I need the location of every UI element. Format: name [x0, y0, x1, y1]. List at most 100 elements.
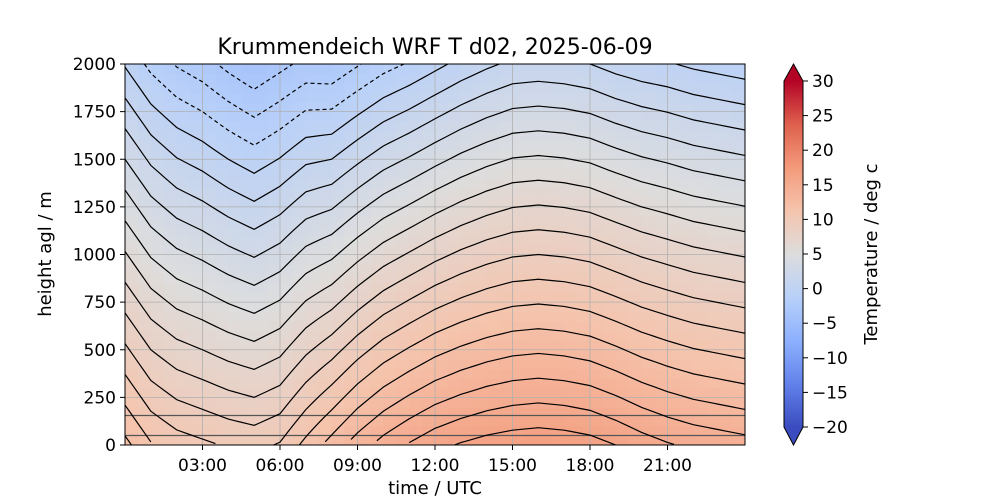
field-cell: [254, 73, 268, 84]
field-cell: [163, 244, 178, 256]
field-cell: [280, 302, 294, 313]
field-cell: [447, 340, 462, 351]
field-cell: [357, 92, 372, 103]
field-cell: [499, 264, 514, 275]
field-cell: [189, 121, 204, 132]
field-cell: [202, 159, 217, 170]
field-cell: [499, 92, 514, 103]
field-cell: [538, 206, 552, 218]
field-cell: [305, 235, 320, 246]
field-cell: [615, 121, 630, 132]
field-cell: [202, 264, 217, 275]
field-cell: [628, 225, 643, 237]
field-cell: [693, 397, 707, 408]
field-cell: [267, 235, 281, 246]
field-cell: [706, 264, 720, 275]
field-cell: [318, 187, 333, 198]
field-cell: [396, 406, 410, 418]
field-cell: [370, 283, 384, 294]
field-cell: [551, 235, 565, 246]
field-cell: [667, 311, 682, 322]
field-cell: [280, 244, 294, 256]
colorbar-tick-label: 20: [812, 141, 834, 161]
field-cell: [512, 178, 527, 189]
field-cell: [693, 235, 707, 246]
field-cell: [396, 254, 410, 265]
field-cell: [590, 283, 604, 294]
field-cell: [538, 302, 552, 313]
field-cell: [641, 368, 656, 379]
field-cell: [435, 387, 449, 398]
field-cell: [473, 64, 488, 75]
field-cell: [370, 397, 384, 408]
field-cell: [564, 64, 578, 75]
field-cell: [357, 254, 372, 265]
field-cell: [150, 121, 165, 132]
field-cell: [719, 368, 733, 379]
field-cell: [628, 264, 643, 275]
field-cell: [280, 168, 294, 179]
field-cell: [473, 168, 488, 179]
field-cell: [435, 292, 449, 303]
field-cell: [499, 225, 514, 237]
field-cell: [564, 187, 578, 198]
field-cell: [396, 206, 410, 218]
field-cell: [357, 416, 372, 427]
field-cell: [628, 159, 643, 170]
field-cell: [409, 73, 423, 84]
field-cell: [176, 140, 191, 151]
field-cell: [590, 159, 604, 170]
field-cell: [667, 121, 682, 132]
field-cell: [409, 206, 423, 218]
field-cell: [732, 416, 745, 427]
field-cell: [680, 359, 694, 370]
field-cell: [551, 197, 565, 208]
field-cell: [344, 292, 359, 303]
field-cell: [409, 225, 423, 237]
field-cell: [215, 206, 229, 218]
field-cell: [305, 178, 320, 189]
field-cell: [499, 254, 514, 265]
field-cell: [732, 83, 745, 94]
field-cell: [137, 111, 152, 122]
field-cell: [590, 311, 604, 322]
field-cell: [602, 244, 617, 256]
field-cell: [693, 121, 707, 132]
field-cell: [602, 111, 617, 122]
field-cell: [732, 92, 745, 103]
field-cell: [137, 187, 152, 198]
field-cell: [370, 111, 384, 122]
field-cell: [435, 359, 449, 370]
field-cell: [331, 330, 346, 341]
field-cell: [370, 206, 384, 218]
field-cell: [318, 244, 333, 256]
field-cell: [150, 435, 165, 445]
field-cell: [719, 416, 733, 427]
field-cell: [473, 416, 488, 427]
field-cell: [344, 121, 359, 132]
field-cell: [551, 130, 565, 141]
field-cell: [499, 140, 514, 151]
field-cell: [331, 349, 346, 360]
field-cell: [189, 197, 204, 208]
field-cell: [564, 130, 578, 141]
field-cell: [150, 149, 165, 160]
field-cell: [473, 387, 488, 398]
field-cell: [305, 187, 320, 198]
field-cell: [590, 368, 604, 379]
field-cell: [383, 235, 397, 246]
field-cell: [189, 273, 204, 284]
field-cell: [435, 311, 449, 322]
field-cell: [732, 168, 745, 179]
field-cell: [280, 187, 294, 198]
field-cell: [150, 244, 165, 256]
field-cell: [331, 225, 346, 237]
field-cell: [590, 330, 604, 341]
field-cell: [435, 83, 449, 94]
field-cell: [202, 235, 217, 246]
field-cell: [254, 406, 268, 418]
field-cell: [163, 102, 178, 113]
field-cell: [564, 244, 578, 256]
field-cell: [680, 111, 694, 122]
field-cell: [590, 140, 604, 151]
